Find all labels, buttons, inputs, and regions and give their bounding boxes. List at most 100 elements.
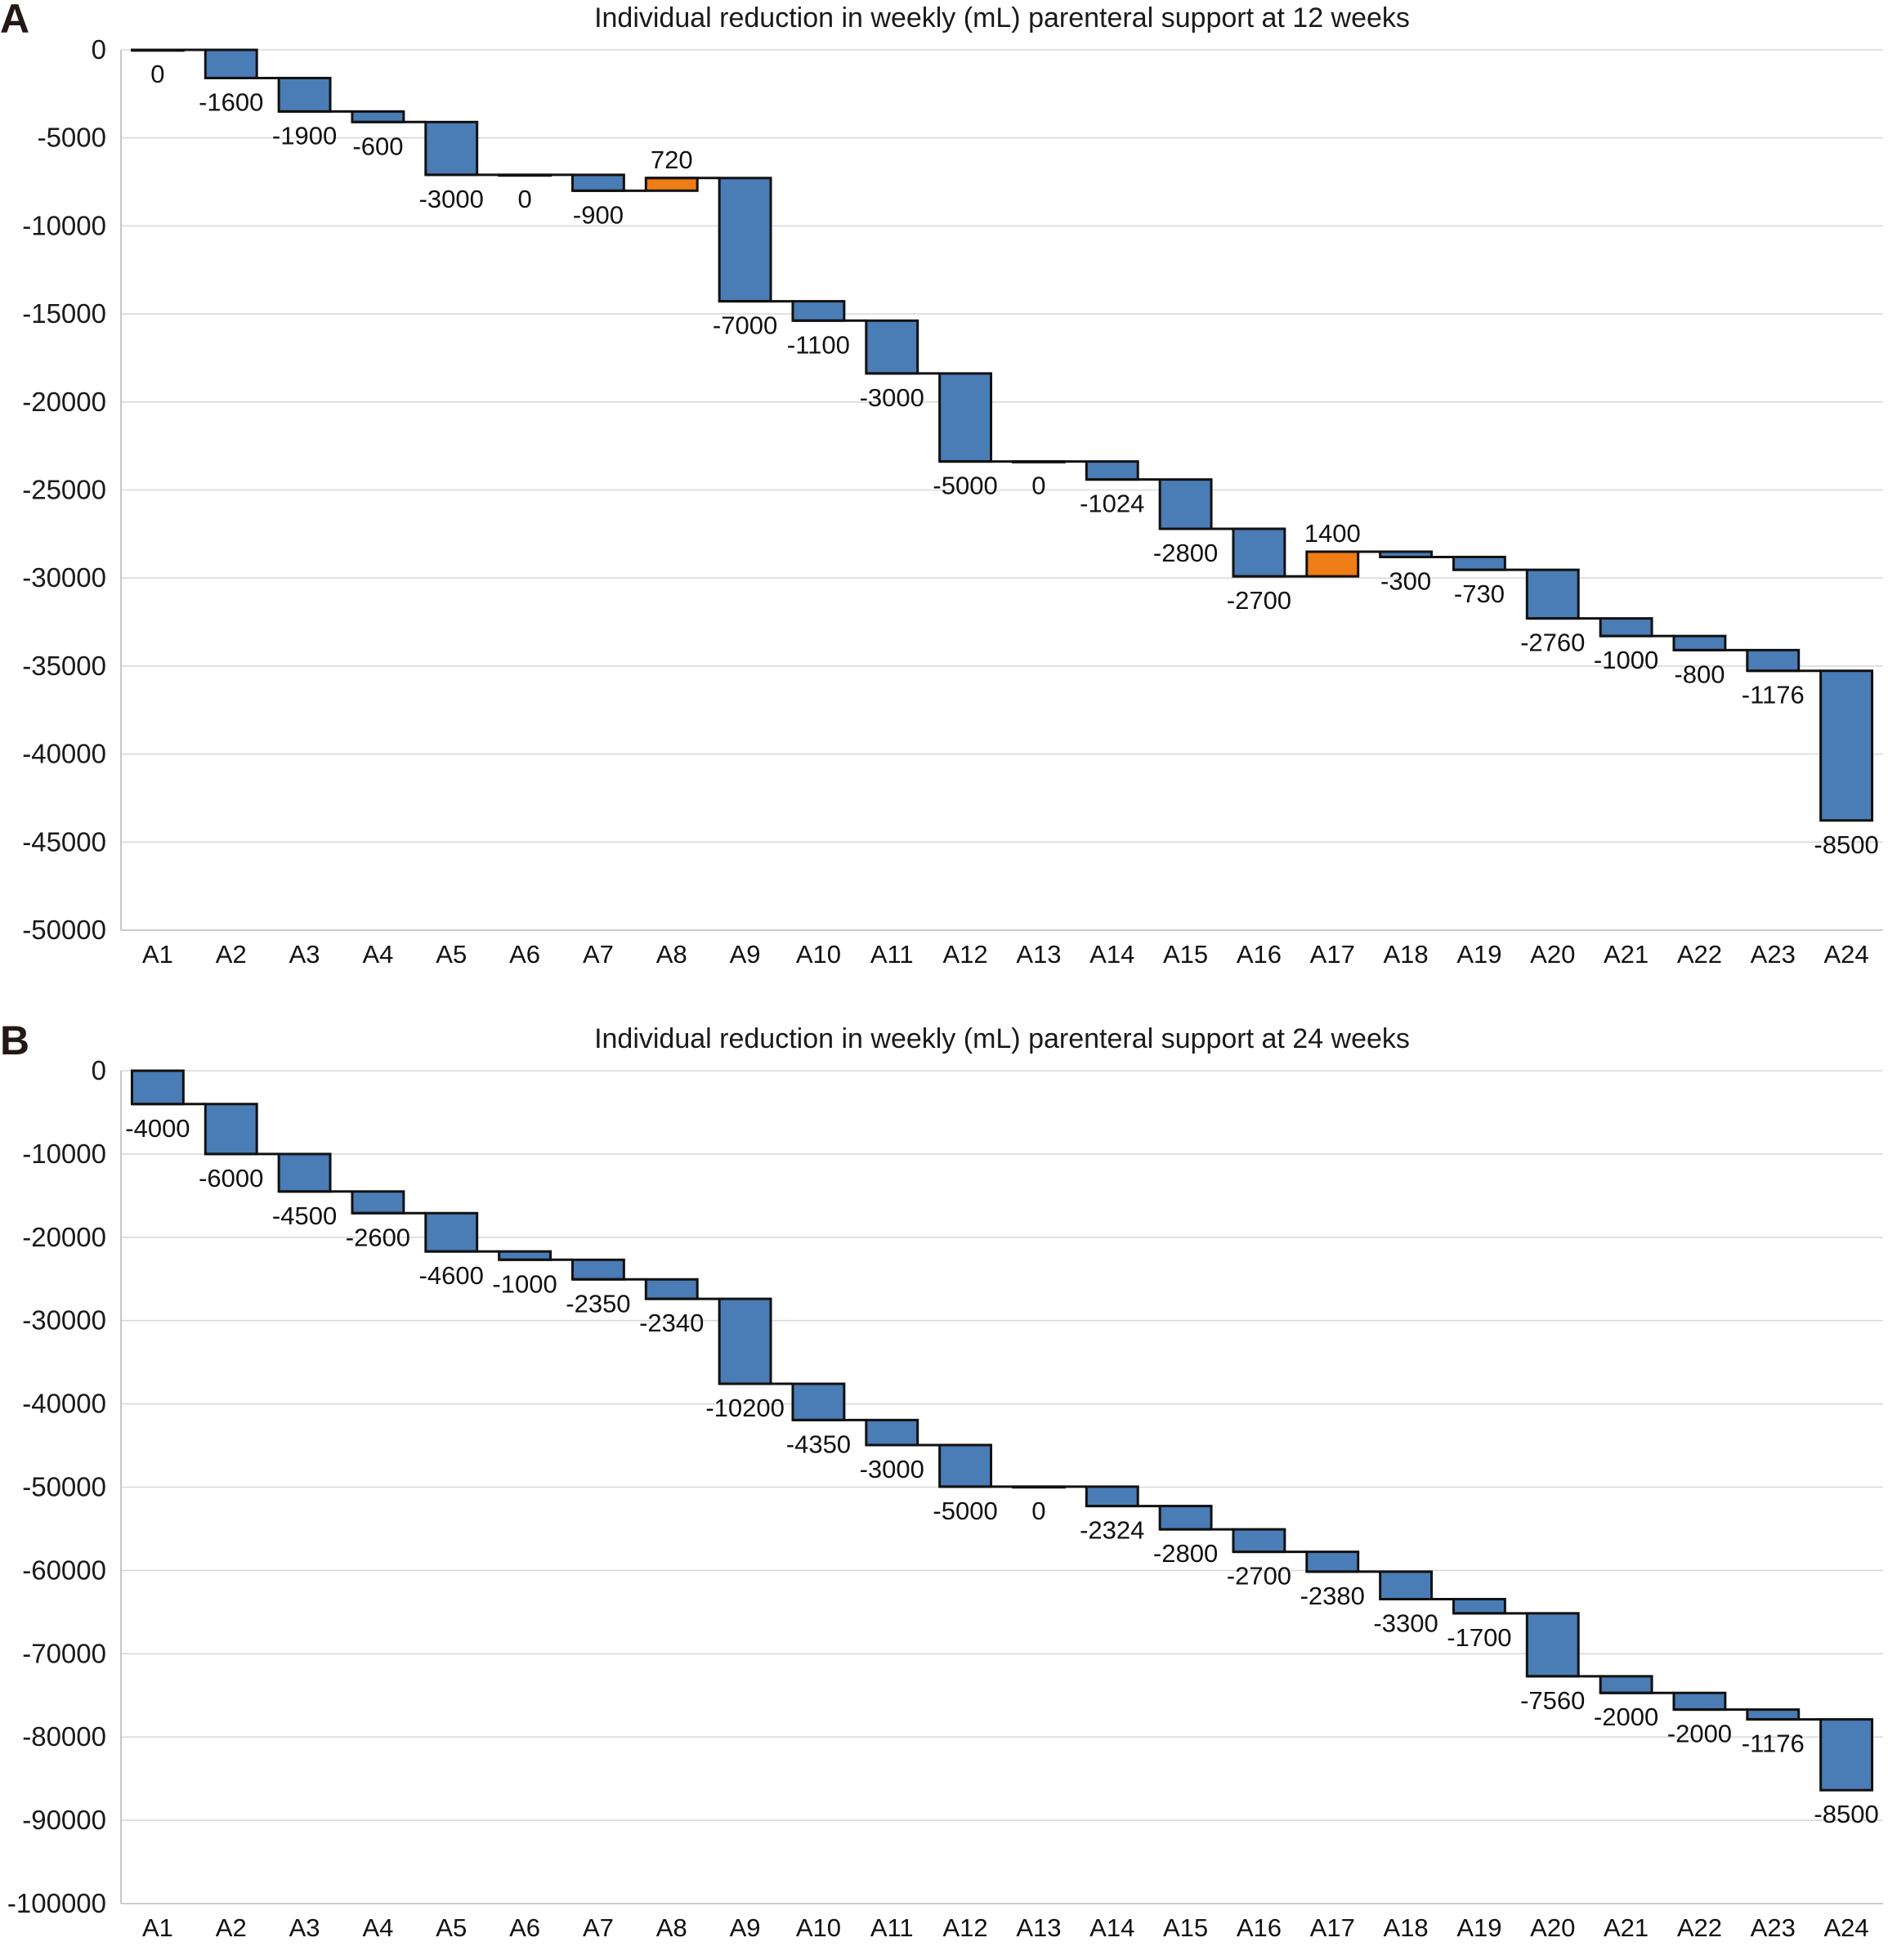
svg-text:A1: A1 [142, 1913, 173, 1942]
svg-text:-2800: -2800 [1153, 539, 1218, 567]
svg-text:0: 0 [92, 34, 106, 65]
svg-text:A21: A21 [1604, 940, 1649, 969]
svg-text:A8: A8 [656, 1913, 687, 1942]
svg-text:-2324: -2324 [1080, 1516, 1144, 1545]
svg-text:A6: A6 [509, 1913, 540, 1942]
svg-text:-5000: -5000 [933, 472, 997, 500]
svg-text:-5000: -5000 [933, 1497, 997, 1525]
svg-text:A22: A22 [1677, 1913, 1722, 1942]
svg-text:-1600: -1600 [199, 87, 263, 116]
svg-text:-1700: -1700 [1447, 1623, 1511, 1652]
svg-text:A11: A11 [870, 1913, 914, 1942]
svg-text:-900: -900 [573, 200, 624, 229]
svg-text:-30000: -30000 [22, 562, 106, 593]
svg-text:-90000: -90000 [22, 1805, 106, 1835]
svg-text:-7560: -7560 [1520, 1686, 1585, 1715]
svg-text:A24: A24 [1823, 940, 1868, 969]
svg-text:-3000: -3000 [860, 1455, 924, 1483]
svg-text:A7: A7 [583, 1913, 614, 1942]
svg-text:-50000: -50000 [22, 915, 106, 945]
svg-text:A13: A13 [1016, 940, 1061, 969]
svg-text:A20: A20 [1530, 940, 1575, 969]
svg-text:A11: A11 [870, 940, 914, 969]
svg-text:A10: A10 [796, 1913, 841, 1942]
svg-text:A19: A19 [1456, 940, 1501, 969]
svg-text:-7000: -7000 [713, 311, 777, 340]
svg-text:-2350: -2350 [566, 1289, 630, 1318]
svg-text:A5: A5 [436, 1913, 467, 1942]
svg-text:-2600: -2600 [346, 1223, 410, 1251]
svg-text:-20000: -20000 [22, 1222, 106, 1252]
svg-text:-1900: -1900 [272, 121, 337, 150]
svg-text:-1176: -1176 [1742, 681, 1805, 709]
svg-text:Individual reduction in weekly: Individual reduction in weekly (mL) pare… [594, 1023, 1410, 1054]
svg-text:-2800: -2800 [1153, 1539, 1218, 1568]
svg-text:0: 0 [150, 60, 164, 88]
svg-text:-2380: -2380 [1300, 1582, 1365, 1610]
svg-text:-100000: -100000 [7, 1888, 106, 1918]
svg-text:A8: A8 [656, 940, 687, 969]
svg-text:0: 0 [517, 185, 531, 213]
svg-text:720: 720 [651, 145, 693, 174]
svg-text:-25000: -25000 [22, 475, 106, 505]
svg-text:A9: A9 [730, 940, 761, 969]
svg-text:A7: A7 [583, 940, 614, 969]
svg-text:-2760: -2760 [1520, 629, 1585, 657]
svg-text:-1176: -1176 [1742, 1730, 1805, 1758]
svg-text:A14: A14 [1089, 940, 1134, 969]
svg-text:A14: A14 [1089, 1913, 1134, 1942]
svg-text:-6000: -6000 [199, 1164, 263, 1193]
svg-text:-8500: -8500 [1814, 1800, 1878, 1828]
svg-text:A18: A18 [1383, 1913, 1428, 1942]
svg-text:0: 0 [92, 1055, 106, 1085]
svg-text:A17: A17 [1310, 940, 1355, 969]
svg-text:-2000: -2000 [1594, 1703, 1658, 1731]
svg-text:A12: A12 [942, 940, 987, 969]
svg-text:-15000: -15000 [22, 298, 106, 329]
svg-text:-4350: -4350 [786, 1430, 851, 1458]
svg-text:-1024: -1024 [1080, 490, 1144, 518]
svg-text:A19: A19 [1456, 1913, 1501, 1942]
svg-text:A16: A16 [1237, 1913, 1282, 1942]
svg-text:A22: A22 [1677, 940, 1722, 969]
svg-text:-600: -600 [352, 132, 403, 160]
svg-text:-3000: -3000 [860, 383, 924, 412]
svg-text:-20000: -20000 [22, 387, 106, 417]
svg-text:A15: A15 [1163, 940, 1208, 969]
svg-text:0: 0 [1031, 1497, 1045, 1525]
svg-text:-4000: -4000 [125, 1114, 190, 1143]
svg-text:A10: A10 [796, 940, 841, 969]
svg-text:-40000: -40000 [22, 1389, 106, 1419]
svg-text:A9: A9 [730, 1913, 761, 1942]
svg-text:-3000: -3000 [419, 185, 484, 213]
svg-text:A23: A23 [1751, 940, 1796, 969]
svg-text:-2700: -2700 [1227, 1562, 1291, 1591]
svg-text:-3300: -3300 [1373, 1609, 1438, 1637]
svg-text:-4500: -4500 [272, 1202, 337, 1230]
svg-text:-10200: -10200 [705, 1394, 785, 1422]
svg-text:A2: A2 [216, 1913, 247, 1942]
svg-text:A13: A13 [1016, 1913, 1061, 1942]
svg-text:-80000: -80000 [22, 1721, 106, 1752]
svg-text:A16: A16 [1237, 940, 1282, 969]
svg-text:-1000: -1000 [492, 1269, 557, 1298]
svg-text:-10000: -10000 [22, 1139, 106, 1169]
svg-text:A17: A17 [1310, 1913, 1355, 1942]
svg-text:-5000: -5000 [38, 123, 106, 153]
svg-text:-60000: -60000 [22, 1555, 106, 1585]
svg-text:-300: -300 [1380, 566, 1431, 595]
svg-text:-35000: -35000 [22, 651, 106, 681]
svg-text:A6: A6 [509, 940, 540, 969]
svg-text:-70000: -70000 [22, 1638, 106, 1668]
svg-text:-2000: -2000 [1667, 1720, 1732, 1748]
svg-text:A4: A4 [362, 940, 393, 969]
svg-text:A12: A12 [942, 1913, 987, 1942]
svg-text:A23: A23 [1751, 1913, 1796, 1942]
svg-text:-50000: -50000 [22, 1472, 106, 1502]
svg-text:A1: A1 [142, 940, 173, 969]
svg-text:-45000: -45000 [22, 826, 106, 857]
svg-text:A20: A20 [1530, 1913, 1575, 1942]
svg-text:0: 0 [1031, 472, 1045, 500]
svg-text:A24: A24 [1823, 1913, 1868, 1942]
svg-text:A2: A2 [216, 940, 247, 969]
